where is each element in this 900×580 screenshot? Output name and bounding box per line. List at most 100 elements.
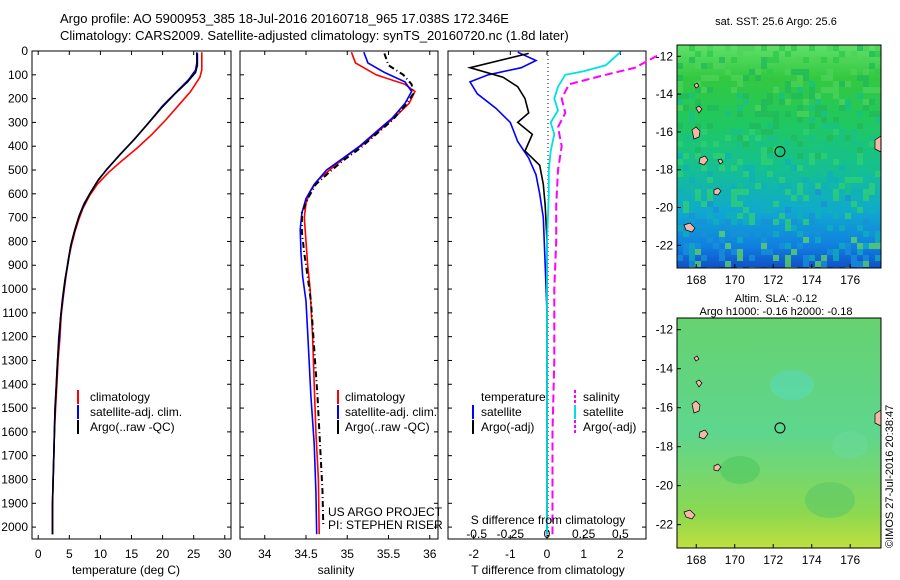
sst-pixel xyxy=(743,165,749,171)
sst-pixel xyxy=(857,93,863,99)
sst-pixel xyxy=(767,249,773,255)
sst-pixel xyxy=(731,165,737,171)
sst-pixel xyxy=(731,201,737,207)
sst-pixel xyxy=(839,225,845,231)
argo-float-marker xyxy=(774,422,786,434)
salinity-series xyxy=(299,51,416,535)
sst-pixel xyxy=(839,99,845,105)
argo-float-marker xyxy=(774,146,786,158)
legend-label-s-argo: Argo(-adj) xyxy=(583,420,636,434)
sst-pixel xyxy=(737,255,743,261)
s-diff-tick-label: 0.25 xyxy=(572,527,596,541)
sst-pixel xyxy=(809,45,815,51)
sst-pixel xyxy=(833,249,839,255)
sst-pixel xyxy=(749,177,755,183)
sst-pixel xyxy=(767,201,773,207)
sst-pixel xyxy=(869,195,875,201)
sst-pixel xyxy=(809,183,815,189)
sst-pixel xyxy=(875,165,881,171)
sst-pixel xyxy=(707,105,713,111)
sst-pixel xyxy=(815,213,821,219)
sst-pixel xyxy=(869,111,875,117)
sst-pixel xyxy=(803,177,809,183)
sst-pixel xyxy=(677,189,683,195)
sst-pixel xyxy=(689,159,695,165)
sst-pixel xyxy=(683,165,689,171)
t-difference-xlabel: T difference from climatology xyxy=(471,563,625,577)
sst-pixel xyxy=(815,237,821,243)
sst-pixel xyxy=(749,165,755,171)
s-diff-tick-label: -0.25 xyxy=(497,527,525,541)
sst-pixel xyxy=(755,183,761,189)
sst-pixel xyxy=(791,93,797,99)
sst-pixel xyxy=(845,135,851,141)
sst-pixel xyxy=(773,135,779,141)
sst-pixel xyxy=(845,195,851,201)
sst-pixel xyxy=(839,147,845,153)
series-line-argo-raw-qc- xyxy=(51,53,199,535)
temperature-series xyxy=(51,52,203,535)
sst-pixel xyxy=(785,219,791,225)
sst-pixel xyxy=(875,45,881,51)
sst-pixel xyxy=(791,249,797,255)
sla-map-axes: 168 170 172 174 176 -12 -14 -16 -18 -20 -22 xyxy=(656,323,861,567)
sst-pixel xyxy=(761,57,767,63)
sst-pixel xyxy=(851,177,857,183)
sst-pixel xyxy=(719,63,725,69)
sst-pixel xyxy=(743,189,749,195)
sst-pixel xyxy=(803,75,809,81)
x-tick-label: 30 xyxy=(218,547,232,561)
sst-pixel xyxy=(749,255,755,261)
sst-pixel xyxy=(809,105,815,111)
sst-pixel xyxy=(791,69,797,75)
y-tick-label: 200 xyxy=(8,92,28,106)
sst-pixel xyxy=(755,123,761,129)
sst-pixel xyxy=(761,153,767,159)
sst-pixel xyxy=(767,219,773,225)
y-tick-label: 300 xyxy=(8,115,28,129)
sst-pixel xyxy=(797,105,803,111)
sst-pixel xyxy=(809,87,815,93)
sst-pixel xyxy=(851,51,857,57)
sst-pixel xyxy=(755,135,761,141)
sst-pixel xyxy=(767,171,773,177)
map-y-tick-label: -16 xyxy=(656,125,674,139)
sla-map-panel: Altim. SLA: -0.12 Argo h1000: -0.16 h200… xyxy=(656,293,882,567)
sst-pixel xyxy=(713,63,719,69)
difference-panel: -2 -1 0 1 2-0.5 -0.25 0 0.25 0.5 T difference fr… xyxy=(447,50,658,577)
sst-pixel xyxy=(761,105,767,111)
sst-pixel xyxy=(785,243,791,249)
sst-pixel xyxy=(767,69,773,75)
sst-pixel xyxy=(719,249,725,255)
sst-pixel xyxy=(803,69,809,75)
sst-pixel xyxy=(737,135,743,141)
sst-pixel xyxy=(767,111,773,117)
sst-pixel xyxy=(785,81,791,87)
sst-pixel xyxy=(839,81,845,87)
sst-pixel xyxy=(695,195,701,201)
sst-pixel xyxy=(857,249,863,255)
sst-pixel xyxy=(803,99,809,105)
sst-pixel xyxy=(857,243,863,249)
sst-pixel xyxy=(863,81,869,87)
sst-pixel xyxy=(797,213,803,219)
sst-pixel xyxy=(797,159,803,165)
sst-pixel xyxy=(725,153,731,159)
sst-pixel xyxy=(827,87,833,93)
sst-pixel xyxy=(851,261,857,267)
salinity-x-axis: 34 34.5 35 35.5 36 xyxy=(258,51,437,561)
sst-pixel xyxy=(875,111,881,117)
sst-map-title: sat. SST: 25.6 Argo: 25.6 xyxy=(715,16,837,28)
sst-pixel xyxy=(839,129,845,135)
y-tick-label: 1200 xyxy=(1,330,28,344)
sst-pixel xyxy=(761,63,767,69)
legend-title-temperature: temperature xyxy=(481,390,546,404)
sst-pixel xyxy=(791,165,797,171)
sst-pixel xyxy=(755,141,761,147)
sst-pixel xyxy=(809,213,815,219)
sst-pixel xyxy=(809,93,815,99)
sst-pixel xyxy=(845,105,851,111)
sst-pixel xyxy=(803,219,809,225)
sst-pixel xyxy=(695,63,701,69)
sst-pixel xyxy=(719,237,725,243)
